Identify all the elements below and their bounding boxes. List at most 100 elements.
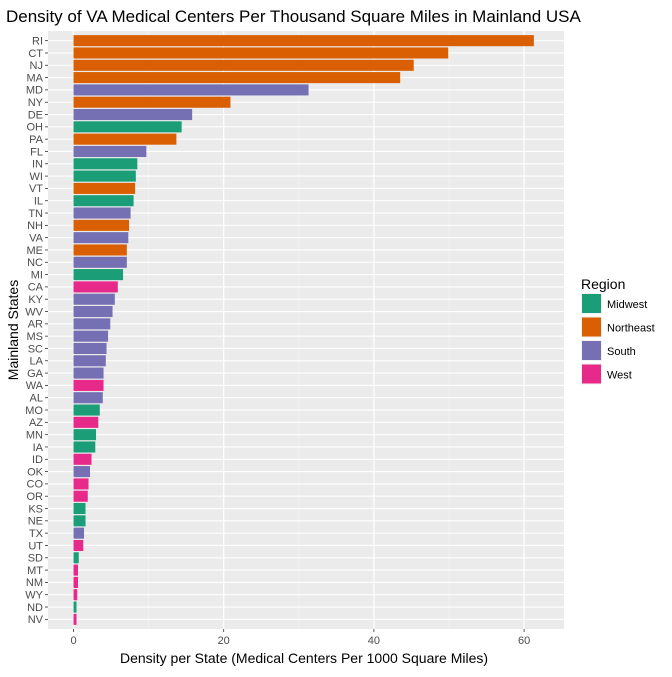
- y-tick-label: RI: [32, 35, 43, 47]
- y-tick-label: ND: [27, 602, 43, 614]
- bar-ca: [73, 281, 118, 293]
- y-tick-label: MA: [27, 72, 44, 84]
- y-tick-label: ME: [27, 245, 44, 257]
- y-tick-label: MT: [27, 565, 43, 577]
- y-tick-label: SD: [28, 553, 43, 565]
- legend-label-west: West: [607, 370, 632, 382]
- bar-ks: [73, 502, 86, 515]
- y-tick-label: NY: [28, 97, 44, 109]
- bar-sc: [73, 342, 107, 355]
- chart-title: Density of VA Medical Centers Per Thousa…: [6, 7, 581, 26]
- bar-ma: [73, 72, 401, 84]
- bar-sd: [73, 552, 79, 564]
- legend-label-northeast: Northeast: [607, 323, 655, 335]
- y-tick-label: NH: [27, 220, 43, 232]
- bar-mo: [73, 404, 100, 416]
- y-tick-label: CT: [28, 48, 43, 60]
- bar-de: [73, 108, 193, 121]
- y-tick-label: AL: [30, 393, 43, 405]
- bar-or: [73, 490, 88, 502]
- x-tick-label: 40: [368, 635, 380, 647]
- legend-swatch-midwest: [582, 294, 601, 313]
- bar-nc: [73, 256, 127, 268]
- y-tick-label: AZ: [29, 417, 43, 429]
- bar-ri: [73, 35, 534, 47]
- bar-wi: [73, 170, 136, 182]
- bar-tx: [73, 527, 85, 539]
- y-tick-label: AR: [28, 319, 43, 331]
- y-tick-label: MN: [26, 429, 43, 441]
- bar-vt: [73, 182, 136, 194]
- bar-nv: [73, 613, 77, 625]
- bars-layer: [73, 35, 534, 625]
- bar-il: [73, 195, 134, 207]
- y-tick-label: UT: [28, 540, 43, 552]
- y-tick-label: TX: [29, 528, 44, 540]
- y-tick-label: ID: [32, 454, 43, 466]
- y-tick-label: FL: [30, 146, 43, 158]
- y-axis: RICTNJMAMDNYDEOHPAFLINWIVTILTNNHVAMENCMI…: [25, 35, 48, 626]
- bar-nm: [73, 576, 79, 588]
- bar-ut: [73, 539, 84, 552]
- y-tick-label: MD: [26, 85, 43, 97]
- y-tick-label: NC: [27, 257, 43, 269]
- bar-ia: [73, 441, 96, 453]
- x-axis-title: Density per State (Medical Centers Per 1…: [120, 650, 488, 666]
- bar-mt: [73, 564, 79, 576]
- bar-ky: [73, 293, 115, 305]
- bar-wy: [73, 589, 78, 601]
- legend-items: Midwest Northeast South West: [581, 293, 655, 385]
- bar-ny: [73, 96, 231, 108]
- y-tick-label: DE: [28, 109, 43, 121]
- y-tick-label: IA: [33, 442, 44, 454]
- y-tick-label: PA: [29, 134, 44, 146]
- x-axis: 0 20 40 60: [70, 629, 530, 647]
- y-tick-label: VT: [29, 183, 43, 195]
- y-tick-label: MO: [25, 405, 43, 417]
- plot-panel: [48, 31, 564, 629]
- y-tick-label: KY: [28, 294, 43, 306]
- y-tick-label: NV: [28, 614, 44, 626]
- bar-ct: [73, 47, 449, 59]
- bar-va: [73, 232, 129, 244]
- y-tick-label: OR: [27, 491, 44, 503]
- legend: Region Midwest Northeast South West: [581, 276, 655, 385]
- y-tick-label: LA: [30, 356, 44, 368]
- bar-nj: [73, 59, 414, 71]
- bar-mn: [73, 429, 97, 441]
- bar-ms: [73, 330, 109, 342]
- x-tick-label: 20: [218, 635, 230, 647]
- y-axis-title: Mainland States: [5, 280, 21, 380]
- legend-swatch-northeast: [582, 317, 601, 337]
- bar-wa: [73, 379, 104, 391]
- y-tick-label: OK: [27, 466, 44, 478]
- bar-tn: [73, 207, 131, 219]
- legend-label-midwest: Midwest: [607, 299, 647, 311]
- bar-ne: [73, 515, 86, 527]
- bar-co: [73, 478, 89, 490]
- y-tick-label: WI: [30, 171, 43, 183]
- bar-ga: [73, 367, 104, 379]
- y-tick-label: WA: [26, 380, 44, 392]
- y-tick-label: SC: [28, 343, 43, 355]
- y-tick-label: NJ: [30, 60, 43, 72]
- bar-wv: [73, 305, 113, 318]
- y-tick-label: CO: [27, 479, 44, 491]
- y-tick-label: OH: [27, 122, 44, 134]
- legend-swatch-south: [582, 341, 601, 360]
- y-tick-label: CA: [28, 282, 44, 294]
- y-tick-label: NE: [28, 516, 43, 528]
- y-tick-label: NM: [26, 577, 43, 589]
- bar-fl: [73, 145, 147, 158]
- y-tick-label: WV: [25, 306, 43, 318]
- y-tick-label: MS: [27, 331, 44, 343]
- bar-in: [73, 158, 138, 170]
- bar-nd: [73, 601, 77, 613]
- bar-id: [73, 453, 92, 465]
- y-tick-label: KS: [28, 503, 43, 515]
- bar-az: [73, 416, 99, 428]
- bar-me: [73, 244, 127, 256]
- y-tick-label: TN: [28, 208, 43, 220]
- legend-swatch-west: [582, 364, 601, 384]
